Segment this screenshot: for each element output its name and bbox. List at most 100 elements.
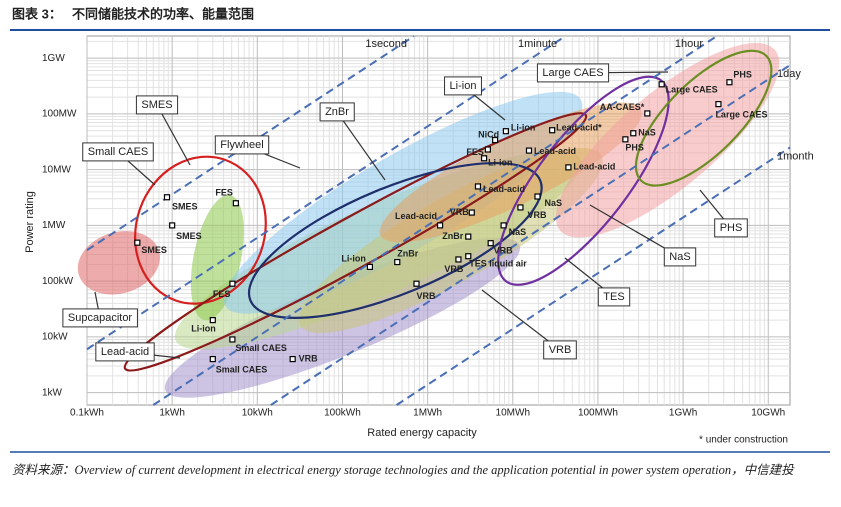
data-point [209,317,216,324]
x-tick-label: 100kWh [324,408,361,419]
point-label: VRB [527,210,547,220]
callout-text: Large CAES [542,67,603,79]
callout: Small CAES [82,142,154,162]
x-tick-label: 1GWh [669,408,697,419]
data-point [500,222,507,229]
point-label: FES [213,289,231,299]
point-label: VRB [299,353,319,363]
callout-leader [481,289,561,351]
callout-text: Small CAES [88,146,149,158]
callout-text: SMES [141,99,172,111]
data-point [209,355,216,363]
callout: Supcapacitor [62,308,138,328]
callout: NaS [663,247,697,267]
data-point [468,209,475,216]
point-label: Li-ion [488,158,512,168]
callout-leader [336,111,386,181]
x-tick-label: 10kWh [242,408,273,419]
callout-text: NaS [669,251,690,263]
duration-label: 1minute [518,38,557,50]
callout-text: Li-ion [450,80,477,92]
callout-box [714,218,748,238]
callout: Large CAES [536,63,610,83]
point-label: VRB [494,246,514,256]
callout: PHS [714,218,748,238]
callout-box [95,342,155,362]
callout: VRB [543,340,577,360]
duration-line [86,35,567,351]
data-point [726,79,733,86]
y-tick-label: 1GW [42,53,65,64]
x-tick-label: 1kWh [159,408,185,419]
point-label: AA-CAES* [600,102,645,112]
data-point [715,101,722,108]
point-label: Li-ion [341,253,366,263]
callout-text: PHS [720,222,743,234]
figure-label: 图表 3： [12,6,62,21]
data-point [549,127,556,134]
data-point [413,280,420,287]
data-point [492,136,499,144]
data-point [622,136,629,143]
callout-text: Supcapacitor [68,312,133,324]
point-label: TES liquid air [469,259,527,269]
callout-box [663,247,697,267]
region [497,75,670,286]
y-tick-label: 10kW [42,332,68,343]
point-label: Lead-acid [573,162,615,172]
point-label: NiCd [478,129,499,139]
callout-text: Flywheel [220,139,263,151]
point-label: SMES [172,202,198,212]
data-point [630,130,637,137]
point-label: FES [215,188,233,198]
data-point [480,155,488,162]
point-label: Li-ion [191,323,216,333]
y-tick-label: 1kW [42,387,63,398]
callout-text: ZnBr [325,106,349,118]
data-point [455,256,462,263]
data-point [565,164,572,171]
data-point [436,222,444,229]
data-point [229,280,236,287]
point-label: NaS [509,227,527,237]
footnote: * under construction [699,435,788,446]
callout: SMES [135,95,179,115]
region [634,49,773,187]
data-point [289,355,296,363]
point-label: Lead-acid [483,184,525,194]
y-tick-label: 10MW [42,164,71,175]
data-point [525,147,533,154]
callout-box [214,135,270,155]
data-point [465,253,472,260]
data-point [232,200,239,207]
source: 资料来源：Overview of current development in … [12,463,794,477]
point-label: Lead-acid [534,146,576,156]
point-label: Li-ion [511,123,535,133]
data-point [229,336,236,343]
callout-box [62,308,138,328]
x-tick-label: 1MWh [413,408,442,419]
region [134,155,267,305]
data-point [502,128,509,135]
callout: Lead-acid [95,342,155,362]
data-point [474,183,482,190]
point-label: FES [466,147,484,157]
data-point [465,233,472,240]
callout-box [135,95,179,115]
data-point [394,258,401,266]
duration-label: 1second [365,38,407,50]
duration-label: 1hour [675,38,703,50]
region [379,102,642,243]
callout: Li-ion [444,76,482,96]
callout-text: TES [603,291,624,303]
data-point [484,146,491,153]
callout-box [543,340,577,360]
data-point [658,81,665,88]
data-point [163,194,171,201]
point-label: SMES [141,245,167,255]
x-tick-label: 100MWh [578,408,618,419]
callout: Flywheel [214,135,270,155]
data-point [366,263,374,271]
callout-box [82,142,154,162]
